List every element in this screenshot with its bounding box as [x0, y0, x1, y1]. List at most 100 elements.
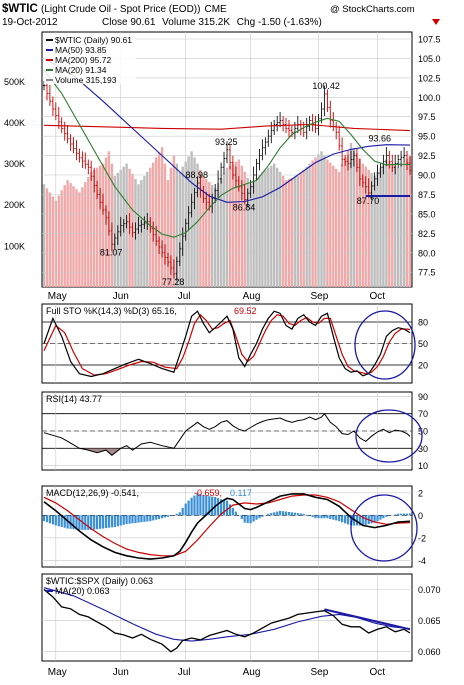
macd-histogram-bar	[48, 515, 51, 524]
price-annotation: 100.42	[312, 81, 340, 91]
volume-bar	[270, 165, 273, 287]
macd-histogram-bar	[84, 515, 87, 530]
macd-histogram-bar	[99, 515, 102, 529]
volume-bar	[169, 167, 173, 287]
macd-histogram-bar	[405, 513, 409, 516]
macd-histogram-bar	[228, 504, 232, 516]
ratio-frame	[41, 573, 413, 662]
volume-bar	[101, 163, 105, 287]
price-annotation: 87.70	[357, 196, 380, 206]
macd-histogram-bar	[329, 515, 332, 519]
macd-tick-label: -4	[418, 556, 426, 566]
macd-histogram-bar	[45, 515, 49, 523]
macd-histogram-bar	[181, 507, 184, 516]
macd-histogram-bar	[101, 515, 105, 529]
month-label: Jul	[178, 667, 191, 678]
macd-histogram-bar	[116, 515, 119, 527]
price-annotation: 93.25	[215, 137, 238, 147]
volume-bar	[72, 186, 75, 287]
macd-histogram-bar	[373, 515, 376, 523]
macd-histogram-bar	[344, 515, 347, 524]
stochastic-tick-label: 20	[418, 361, 428, 371]
macd-histogram-bar	[137, 515, 140, 523]
price-annotation: 81.07	[100, 248, 123, 258]
price-panel: 107.5 105.0 102.5 100.0 97.5 95.0 92.5 90.0 87.5…	[4, 31, 441, 302]
macd-histogram-bar	[202, 494, 205, 516]
price-legend-label: MA(50) 93.85	[55, 45, 107, 55]
macd-histogram-bar	[311, 515, 314, 518]
macd-histogram-bar	[403, 513, 406, 516]
volume-bar	[45, 188, 49, 287]
volume-bar	[388, 161, 391, 287]
volume-bar	[293, 177, 297, 287]
macd-histogram-bar	[296, 513, 299, 516]
macd-signal-line	[43, 494, 411, 557]
volume-bar	[48, 192, 52, 287]
macd-histogram-bar	[358, 515, 361, 526]
macd-histogram-bar	[284, 511, 288, 516]
price-tick-label: 87.5	[418, 190, 436, 200]
volume-bar	[216, 183, 220, 287]
stochastic-tick-label: 80	[418, 318, 428, 328]
macd-histogram-bar	[140, 515, 143, 523]
macd-histogram-bar	[199, 494, 202, 516]
macd-histogram-bar	[57, 515, 60, 527]
volume-bar	[208, 182, 211, 287]
macd-histogram-bar	[320, 515, 323, 519]
volume-bar	[338, 171, 341, 287]
macd-histogram-bar	[72, 515, 75, 530]
macd-histogram-bar	[270, 513, 273, 516]
macd-histogram-bar	[231, 507, 234, 516]
macd-histogram-bar	[317, 515, 320, 519]
volume-bar	[402, 161, 406, 287]
volume-bar	[57, 195, 60, 287]
macd-histogram-bar	[326, 515, 329, 519]
volume-bar	[296, 176, 299, 287]
volume-bar	[394, 165, 397, 287]
macd-histogram-bar	[240, 515, 243, 519]
macd-histogram-bar	[211, 496, 214, 516]
stochastic-legend-d-value: 69.52	[234, 306, 257, 316]
volume-bar	[258, 174, 261, 287]
macd-histogram-bar	[217, 498, 220, 516]
volume-bar	[361, 163, 364, 287]
volume-bar	[137, 184, 140, 287]
macd-histogram-bar	[110, 515, 113, 528]
price-tick-label: 105.0	[418, 54, 441, 64]
volume-bar	[178, 171, 181, 287]
highlight-circle	[354, 310, 416, 380]
month-label: Aug	[243, 667, 261, 678]
macd-legend-hist: 0.117	[230, 488, 252, 498]
macd-histogram-bar	[222, 499, 226, 516]
change-value: -1.50 (-1.63%)	[258, 17, 322, 28]
macd-histogram-bar	[361, 515, 364, 526]
macd-histogram-bar	[63, 515, 66, 528]
macd-histogram-bar	[208, 496, 211, 516]
volume-bar	[87, 177, 90, 287]
ratio-panel: 0.070 0.065 0.060 May Jun Jul Aug Sep Oct $WTIC:$…	[41, 573, 441, 678]
rsi-tick-label: 10	[418, 461, 428, 471]
volume-bar	[308, 163, 311, 287]
macd-histogram-bar	[166, 515, 170, 517]
macd-histogram-bar	[96, 515, 99, 530]
macd-histogram-bar	[243, 515, 246, 523]
ma200-line	[43, 123, 411, 132]
volume-bar	[113, 176, 116, 287]
volume-bar	[399, 164, 403, 287]
macd-histogram-bar	[332, 515, 335, 520]
macd-histogram-bar	[349, 515, 353, 526]
symbol-description: (Light Crude Oil - Spot Price (EOD))	[41, 4, 201, 15]
macd-tick-label: 0	[418, 511, 423, 521]
macd-histogram-bar	[234, 511, 237, 516]
macd-tick-label: -2	[418, 533, 426, 543]
month-label: Sep	[311, 667, 329, 678]
macd-histogram-bar	[376, 515, 379, 522]
macd-histogram-bar	[161, 515, 164, 519]
macd-histogram-bar	[196, 493, 199, 516]
volume-bar	[355, 153, 359, 287]
ratio-trendline	[324, 608, 411, 631]
macd-histogram-bar	[158, 515, 161, 519]
volume-bar	[222, 172, 226, 287]
macd-histogram-bar	[152, 515, 155, 521]
month-label: Sep	[311, 291, 329, 302]
